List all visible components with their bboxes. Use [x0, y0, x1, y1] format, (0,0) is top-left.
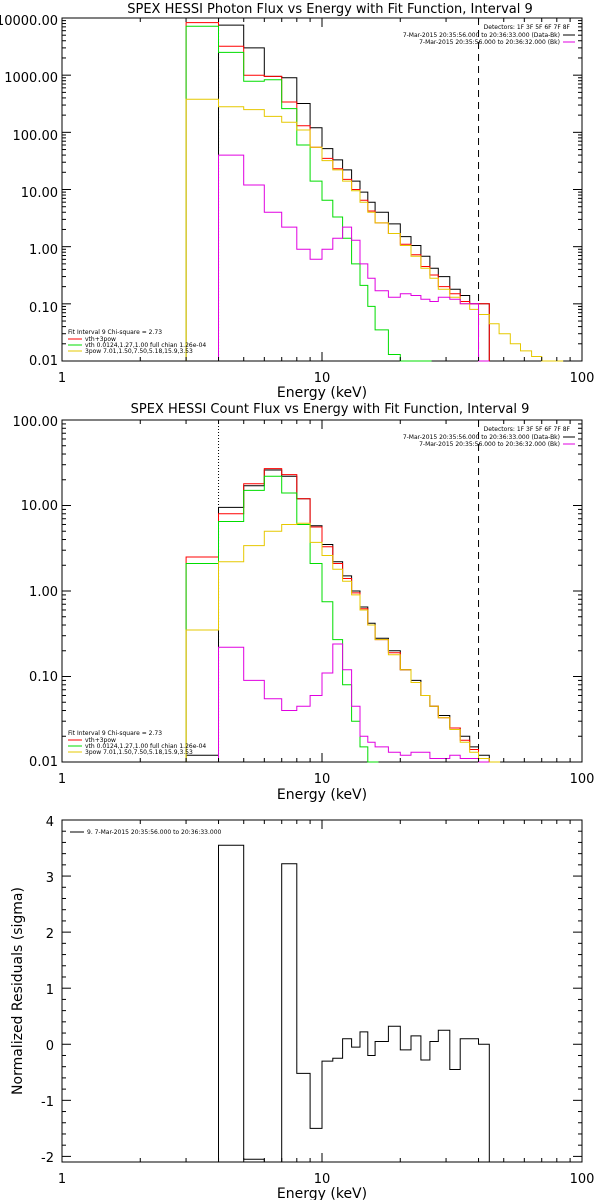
x-tick-labels: 1 10 100: [58, 371, 595, 386]
y-tick-label: 0.01: [29, 354, 58, 369]
panel-count-flux: SPEX HESSI Count Flux vs Energy with Fit…: [13, 402, 595, 803]
x-tick-label: 100: [570, 772, 595, 787]
axis-ticks: [61, 17, 582, 362]
x-tick-label: 100: [570, 371, 595, 386]
series-line-magenta: [218, 154, 490, 362]
axis-ticks: [61, 820, 582, 1162]
series-line-yellow: [185, 522, 501, 763]
series-group: [185, 18, 564, 362]
x-tick-label: 1: [58, 371, 66, 386]
y-axis-label: Normalized Residuals (sigma): [10, 887, 26, 1095]
legend-entry-interval: 9. 7-Mar-2015 20:35:56.000 to 20:36:33.0…: [87, 829, 222, 836]
y-tick-label: 100.00: [13, 129, 59, 144]
legend-topright: Detectors: 1F 3F 5F 6F 7F 8F 7-Mar-2015 …: [403, 426, 575, 448]
x-tick-label: 1: [58, 1172, 66, 1187]
x-tick-label: 1: [58, 772, 66, 787]
y-tick-labels: 0.01 0.10 1.00 10.00 100.00 1000.00 1000…: [0, 14, 58, 369]
legend-topright: Detectors: 1F 3F 5F 6F 7F 8F 7-Mar-2015 …: [403, 24, 575, 46]
series-line-red: [185, 22, 490, 361]
panel-photon-flux: SPEX HESSI Photon Flux vs Energy with Fi…: [0, 2, 594, 401]
series-line-green: [185, 475, 379, 763]
legend-entry-3pow: 3pow 7.01,1.50,7.50,5.18,15.9,3.53: [85, 348, 193, 355]
y-tick-label: 1.00: [29, 585, 58, 600]
legend-entry-total: vth+3pow: [85, 737, 116, 744]
legend-entry-vth: vth 0.0124,1.27,1.00 full chian 1.26e-04: [85, 743, 206, 750]
legend-entry-3pow: 3pow 7.01,1.50,7.50,5.18,15.9,3.53: [85, 749, 193, 756]
y-tick-label: 10.00: [21, 499, 58, 514]
y-tick-label: 4: [46, 815, 54, 830]
x-tick-label: 100: [570, 1172, 595, 1187]
y-tick-label: 10000.00: [0, 14, 58, 29]
x-axis-label: Energy (keV): [277, 385, 367, 401]
y-tick-label: -1: [41, 1095, 54, 1110]
legend-topleft: 9. 7-Mar-2015 20:35:56.000 to 20:36:33.0…: [70, 829, 222, 836]
legend-entry-total: vth+3pow: [85, 336, 116, 343]
x-axis-label: Energy (keV): [277, 1186, 367, 1200]
y-tick-labels: -2 -1 0 1 2 3 4: [41, 815, 54, 1166]
legend-entry-background: 7-Mar-2015 20:35:56.000 to 20:36:32.000 …: [419, 441, 560, 448]
y-tick-label: 0.01: [29, 755, 58, 770]
series-group: [185, 420, 501, 763]
panel-residuals: 1 10 100 -2 -1 0 1 2 3 4 Energy (keV) No…: [10, 815, 595, 1202]
y-tick-label: 0: [46, 1039, 54, 1054]
x-axis-label: Energy (keV): [277, 787, 367, 803]
series-line-black: [218, 844, 490, 1163]
x-tick-labels: 1 10 100: [58, 772, 595, 787]
legend-bottomleft: Fit Interval 9 Chi-square = 2.73 vth+3po…: [68, 730, 206, 756]
x-tick-label: 10: [314, 371, 331, 386]
legend-entry-vth: vth 0.0124,1.27,1.00 full chian 1.26e-04: [85, 342, 206, 349]
y-tick-label: -2: [41, 1151, 54, 1166]
series-line-green: [185, 25, 432, 362]
y-tick-label: 1000.00: [4, 71, 58, 86]
legend-fit-info: Fit Interval 9 Chi-square = 2.73: [68, 730, 162, 737]
y-tick-label: 3: [46, 871, 54, 886]
legend-entry-data: 7-Mar-2015 20:35:56.000 to 20:36:33.000 …: [403, 32, 560, 39]
legend-fit-info: Fit Interval 9 Chi-square = 2.73: [68, 329, 162, 336]
legend-detectors: Detectors: 1F 3F 5F 6F 7F 8F: [484, 426, 571, 433]
legend-entry-background: 7-Mar-2015 20:35:56.000 to 20:36:32.000 …: [419, 39, 560, 46]
chart-title: SPEX HESSI Photon Flux vs Energy with Fi…: [127, 2, 533, 17]
y-tick-label: 1: [46, 983, 54, 998]
chart-title: SPEX HESSI Count Flux vs Energy with Fit…: [131, 402, 530, 417]
legend-detectors: Detectors: 1F 3F 5F 6F 7F 8F: [484, 24, 571, 31]
y-tick-label: 2: [46, 927, 54, 942]
y-tick-label: 1.00: [29, 243, 58, 258]
legend-bottomleft: Fit Interval 9 Chi-square = 2.73 vth+3po…: [68, 329, 206, 355]
series-line-magenta: [218, 643, 490, 763]
y-tick-label: 10.00: [21, 186, 58, 201]
x-tick-labels: 1 10 100: [58, 1172, 595, 1187]
legend-entry-data: 7-Mar-2015 20:35:56.000 to 20:36:33.000 …: [403, 434, 560, 441]
series-line-yellow: [185, 98, 564, 362]
y-tick-label: 0.10: [29, 670, 58, 685]
y-tick-labels: 0.01 0.10 1.00 10.00 100.00: [13, 415, 59, 770]
x-tick-label: 10: [314, 772, 331, 787]
series-group: [218, 844, 490, 1163]
axis-ticks: [61, 419, 582, 763]
x-tick-label: 10: [314, 1172, 331, 1187]
y-tick-label: 100.00: [13, 415, 59, 430]
y-tick-label: 0.10: [29, 301, 58, 316]
